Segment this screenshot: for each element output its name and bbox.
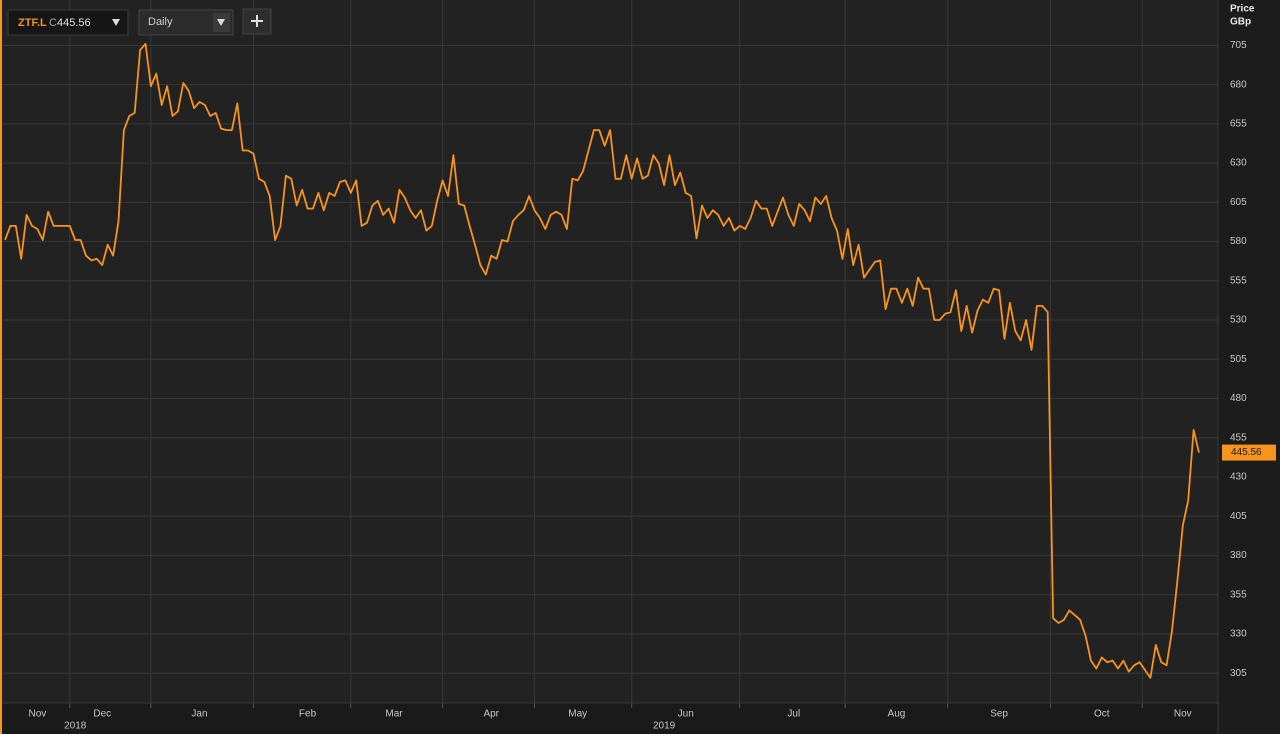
x-tick-label: Jun <box>678 709 694 720</box>
x-tick-label: Jan <box>191 709 207 720</box>
x-group-label: 2018 <box>64 721 87 732</box>
plot-area <box>0 0 1218 703</box>
y-tick-label: 380 <box>1230 550 1247 561</box>
price-line <box>4 42 1200 679</box>
grid <box>0 0 1218 708</box>
y-tick-label: 680 <box>1230 79 1247 90</box>
x-tick-label: Aug <box>888 709 906 720</box>
x-tick-label: Jul <box>787 709 800 720</box>
x-tick-label: Mar <box>385 709 403 720</box>
dropdown-arrow[interactable] <box>217 19 225 26</box>
y-tick-label: 405 <box>1230 511 1247 522</box>
window-border <box>0 0 2 734</box>
x-tick-label: Oct <box>1094 709 1110 720</box>
x-tick-label: Feb <box>299 709 317 720</box>
y-tick-label: 330 <box>1230 629 1247 640</box>
marks <box>4 42 1200 679</box>
add-button[interactable] <box>242 8 272 35</box>
dropdown-arrow[interactable] <box>112 19 120 26</box>
y-tick-label: 355 <box>1230 589 1247 600</box>
y-axis-title: Price <box>1230 4 1255 15</box>
symbol[interactable]: ZTF.L <box>18 17 47 29</box>
interval-box[interactable]: Daily <box>138 9 234 36</box>
close-value: 445.56 <box>57 17 91 29</box>
y-tick-label: 430 <box>1230 472 1247 483</box>
x-tick-label: Dec <box>93 709 111 720</box>
x-axis-area <box>0 703 1218 734</box>
close-label: C <box>49 17 57 29</box>
x-tick-label: Nov <box>29 709 47 720</box>
x-tick-label: May <box>568 709 587 720</box>
last-price-label: 445.56 <box>1231 447 1262 458</box>
last-price-tag <box>1222 444 1276 461</box>
symbol-field[interactable] <box>7 9 129 36</box>
y-axis-title: GBp <box>1230 17 1251 28</box>
symbol-box[interactable]: ZTF.L C 445.56 <box>7 9 129 36</box>
y-tick-label: 580 <box>1230 236 1247 247</box>
x-group-label: 2019 <box>653 721 676 732</box>
y-tick-label: 480 <box>1230 393 1247 404</box>
y-tick-label: 530 <box>1230 315 1247 326</box>
y-tick-label: 455 <box>1230 432 1247 443</box>
y-tick-label: 555 <box>1230 275 1247 286</box>
x-tick-label: Sep <box>990 709 1008 720</box>
y-tick-label: 655 <box>1230 118 1247 129</box>
y-tick-label: 630 <box>1230 158 1247 169</box>
y-tick-label: 505 <box>1230 354 1247 365</box>
interval[interactable]: Daily <box>148 16 173 28</box>
x-tick-label: Apr <box>483 709 499 720</box>
y-tick-label: 605 <box>1230 197 1247 208</box>
x-tick-label: Nov <box>1174 709 1192 720</box>
y-tick-label: 705 <box>1230 40 1247 51</box>
y-tick-label: 305 <box>1230 668 1247 679</box>
